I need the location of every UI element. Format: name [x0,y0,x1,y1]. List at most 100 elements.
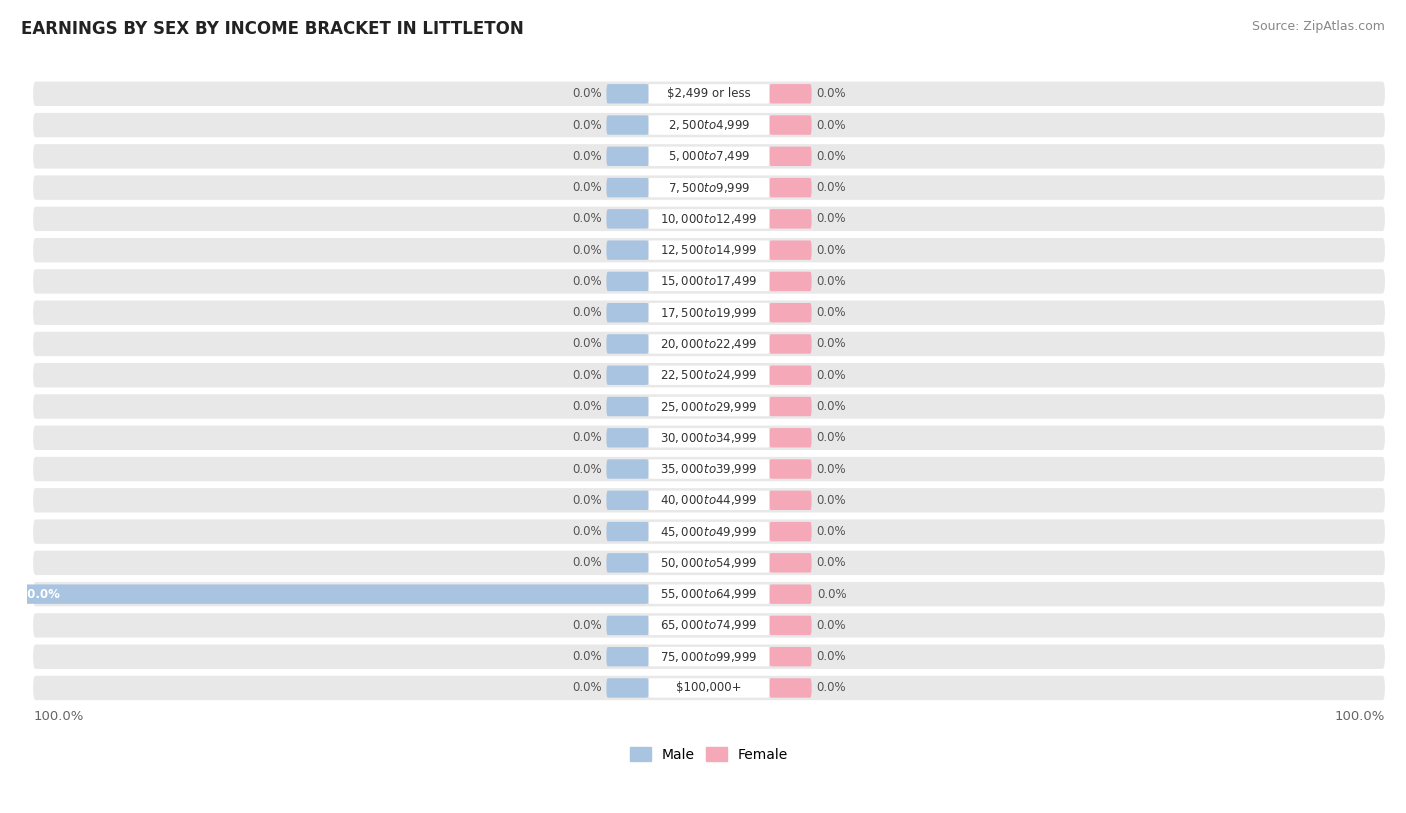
Text: 0.0%: 0.0% [572,681,602,694]
FancyBboxPatch shape [606,146,648,166]
FancyBboxPatch shape [606,366,648,385]
Text: 0.0%: 0.0% [572,87,602,100]
Text: $5,000 to $7,499: $5,000 to $7,499 [668,150,751,163]
FancyBboxPatch shape [34,81,1385,106]
FancyBboxPatch shape [606,647,648,667]
Text: 0.0%: 0.0% [572,463,602,476]
FancyBboxPatch shape [34,238,1385,263]
Text: 0.0%: 0.0% [817,525,846,538]
Text: 0.0%: 0.0% [817,681,846,694]
Text: 0.0%: 0.0% [817,181,846,194]
FancyBboxPatch shape [34,394,1385,419]
Text: 0.0%: 0.0% [572,244,602,257]
FancyBboxPatch shape [769,303,811,323]
FancyBboxPatch shape [769,209,811,228]
FancyBboxPatch shape [34,582,1385,606]
Text: $2,499 or less: $2,499 or less [668,87,751,100]
Text: 0.0%: 0.0% [572,181,602,194]
Text: 0.0%: 0.0% [817,619,846,632]
FancyBboxPatch shape [769,647,811,667]
FancyBboxPatch shape [606,334,648,354]
FancyBboxPatch shape [648,647,769,667]
FancyBboxPatch shape [606,522,648,541]
Text: 0.0%: 0.0% [817,369,846,382]
FancyBboxPatch shape [769,366,811,385]
Text: 0.0%: 0.0% [572,369,602,382]
FancyBboxPatch shape [606,115,648,135]
FancyBboxPatch shape [648,522,769,541]
Text: $10,000 to $12,499: $10,000 to $12,499 [661,212,758,226]
Text: 0.0%: 0.0% [572,150,602,163]
FancyBboxPatch shape [606,678,648,698]
FancyBboxPatch shape [648,241,769,260]
Text: 0.0%: 0.0% [817,212,846,225]
FancyBboxPatch shape [648,334,769,354]
FancyBboxPatch shape [606,615,648,635]
FancyBboxPatch shape [769,241,811,260]
FancyBboxPatch shape [648,553,769,572]
FancyBboxPatch shape [648,366,769,385]
FancyBboxPatch shape [769,397,811,416]
FancyBboxPatch shape [606,241,648,260]
FancyBboxPatch shape [606,209,648,228]
Text: 0.0%: 0.0% [572,400,602,413]
FancyBboxPatch shape [34,613,1385,637]
Text: 0.0%: 0.0% [572,556,602,569]
Text: $7,500 to $9,999: $7,500 to $9,999 [668,180,751,194]
FancyBboxPatch shape [769,115,811,135]
FancyBboxPatch shape [34,363,1385,388]
Text: $2,500 to $4,999: $2,500 to $4,999 [668,118,751,132]
Text: $40,000 to $44,999: $40,000 to $44,999 [661,493,758,507]
Text: $35,000 to $39,999: $35,000 to $39,999 [661,462,758,476]
Text: 100.0%: 100.0% [1334,710,1385,723]
Text: 0.0%: 0.0% [572,525,602,538]
Text: 0.0%: 0.0% [572,493,602,506]
FancyBboxPatch shape [648,490,769,510]
FancyBboxPatch shape [34,488,1385,512]
FancyBboxPatch shape [34,176,1385,200]
Text: $12,500 to $14,999: $12,500 to $14,999 [661,243,758,257]
FancyBboxPatch shape [648,459,769,479]
FancyBboxPatch shape [34,676,1385,700]
Text: 0.0%: 0.0% [817,431,846,444]
FancyBboxPatch shape [34,425,1385,450]
FancyBboxPatch shape [769,84,811,103]
Text: $20,000 to $22,499: $20,000 to $22,499 [661,337,758,351]
Text: $25,000 to $29,999: $25,000 to $29,999 [661,399,758,414]
Text: 0.0%: 0.0% [572,337,602,350]
Text: 0.0%: 0.0% [572,650,602,663]
FancyBboxPatch shape [648,585,769,604]
Text: $100,000+: $100,000+ [676,681,742,694]
FancyBboxPatch shape [34,457,1385,481]
FancyBboxPatch shape [648,303,769,323]
Text: 100.0%: 100.0% [34,710,83,723]
Text: 0.0%: 0.0% [817,275,846,288]
FancyBboxPatch shape [648,615,769,635]
FancyBboxPatch shape [648,428,769,447]
FancyBboxPatch shape [3,585,648,604]
FancyBboxPatch shape [606,84,648,103]
Text: $50,000 to $54,999: $50,000 to $54,999 [661,556,758,570]
FancyBboxPatch shape [34,645,1385,669]
Text: $45,000 to $49,999: $45,000 to $49,999 [661,524,758,538]
Text: $75,000 to $99,999: $75,000 to $99,999 [661,650,758,663]
Text: 0.0%: 0.0% [817,87,846,100]
Text: 0.0%: 0.0% [572,307,602,320]
Text: 0.0%: 0.0% [817,463,846,476]
Text: $55,000 to $64,999: $55,000 to $64,999 [661,587,758,601]
FancyBboxPatch shape [769,615,811,635]
Text: 0.0%: 0.0% [817,337,846,350]
FancyBboxPatch shape [648,209,769,228]
Text: 0.0%: 0.0% [817,307,846,320]
FancyBboxPatch shape [769,553,811,572]
Text: 0.0%: 0.0% [817,493,846,506]
Text: $15,000 to $17,499: $15,000 to $17,499 [661,275,758,289]
Text: 0.0%: 0.0% [817,150,846,163]
FancyBboxPatch shape [606,459,648,479]
FancyBboxPatch shape [769,334,811,354]
FancyBboxPatch shape [769,490,811,510]
FancyBboxPatch shape [769,678,811,698]
FancyBboxPatch shape [769,178,811,198]
Text: 0.0%: 0.0% [572,119,602,132]
Text: 0.0%: 0.0% [572,275,602,288]
